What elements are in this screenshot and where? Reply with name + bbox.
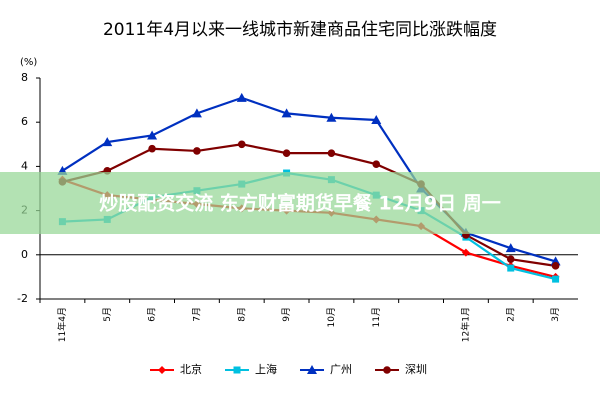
x-tick-label: 9月 [281,307,292,322]
x-tick-label: 8月 [236,307,247,322]
y-tick-label: 4 [21,159,28,172]
marker [236,92,247,102]
legend-label: 广州 [330,363,352,376]
marker [371,114,382,124]
series-line [61,96,556,263]
y-tick-label: 8 [21,71,28,84]
marker [193,147,201,155]
legend-marker [383,366,391,374]
x-tick-label: 11年4月 [56,307,68,342]
y-tick-label: 6 [21,115,28,128]
marker [327,149,336,157]
y-axis-label: (%) [20,57,37,68]
marker [191,108,202,118]
legend-label: 上海 [255,362,277,376]
y-tick-label: 0 [21,248,28,261]
marker [281,108,292,118]
x-tick-label: 7月 [191,307,202,322]
legend-marker [307,365,317,374]
marker [507,264,515,272]
legend-label: 北京 [180,362,202,376]
x-tick-label: 12年1月 [459,307,471,342]
marker [506,255,515,264]
marker [147,130,158,140]
marker [461,248,470,257]
chart-title: 2011年4月以来一线城市新建商品住宅同比涨跌幅度 [103,20,497,40]
x-tick-label: 11月 [371,307,382,327]
x-tick-label: 2月 [505,307,516,322]
x-tick-label: 6月 [147,307,158,322]
marker [148,144,156,153]
overlay-text: 炒股配资交流 东方财富期货早餐 12月9日 周一 [99,192,501,215]
y-tick-label: -2 [17,292,28,305]
marker [102,137,113,147]
marker [326,112,337,122]
legend-marker [158,366,166,374]
marker [282,149,291,157]
marker [372,160,381,168]
marker [552,275,560,283]
x-tick-label: 3月 [550,307,561,322]
x-tick-label: 5月 [102,307,113,322]
series-line [62,143,556,267]
overlay-banner [0,172,600,234]
x-tick-label: 10月 [326,307,337,327]
marker [237,140,246,149]
legend-label: 深圳 [405,363,427,376]
marker [505,243,516,253]
marker [551,262,560,270]
legend-marker [233,366,241,374]
